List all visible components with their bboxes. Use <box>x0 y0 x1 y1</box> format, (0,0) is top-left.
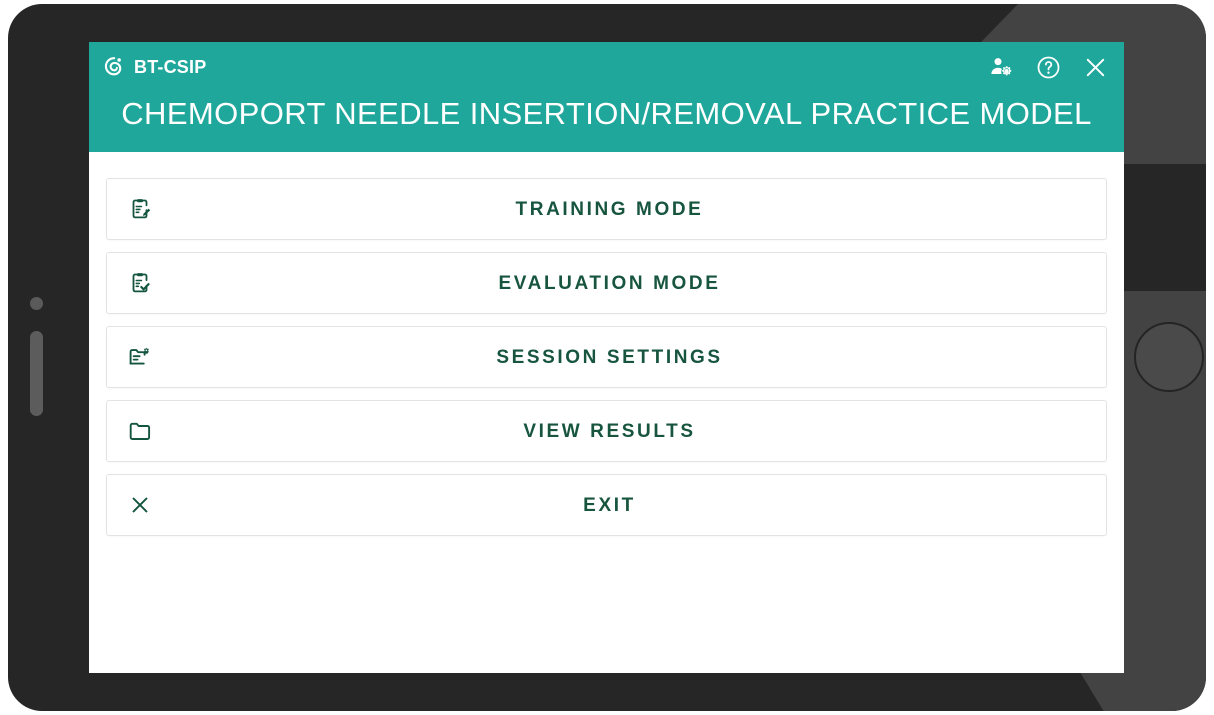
main-menu: TRAINING MODE EVALUATION MODE <box>89 152 1124 673</box>
menu-item-evaluation-mode[interactable]: EVALUATION MODE <box>106 252 1107 314</box>
menu-item-session-settings[interactable]: SESSION SETTINGS <box>106 326 1107 388</box>
menu-item-label: EVALUATION MODE <box>498 272 721 294</box>
bt-csip-logo-icon <box>103 56 125 78</box>
menu-item-label: EXIT <box>583 494 636 516</box>
header-top-bar: BT-CSIP <box>89 42 1124 92</box>
menu-item-label: SESSION SETTINGS <box>496 346 723 368</box>
camera-dot <box>30 297 43 310</box>
menu-item-view-results[interactable]: VIEW RESULTS <box>106 400 1107 462</box>
clipboard-pencil-icon <box>127 196 153 222</box>
help-icon[interactable] <box>1035 54 1061 80</box>
brand-name: BT-CSIP <box>134 57 207 77</box>
user-settings-icon[interactable] <box>988 54 1014 80</box>
menu-item-training-mode[interactable]: TRAINING MODE <box>106 178 1107 240</box>
menu-item-exit[interactable]: EXIT <box>106 474 1107 536</box>
app-header: BT-CSIP <box>89 42 1124 152</box>
close-x-icon <box>127 492 153 518</box>
header-actions <box>988 54 1108 80</box>
home-button[interactable] <box>1134 322 1204 392</box>
brand: BT-CSIP <box>103 56 206 78</box>
page-title: CHEMOPORT NEEDLE INSERTION/REMOVAL PRACT… <box>121 96 1092 131</box>
clipboard-check-icon <box>127 270 153 296</box>
folder-icon <box>127 418 153 444</box>
side-power-button[interactable] <box>30 331 43 416</box>
app-screen: BT-CSIP <box>89 42 1124 673</box>
folder-gear-icon <box>127 344 153 370</box>
menu-item-label: VIEW RESULTS <box>523 420 696 442</box>
close-icon[interactable] <box>1082 54 1108 80</box>
menu-item-label: TRAINING MODE <box>515 198 704 220</box>
